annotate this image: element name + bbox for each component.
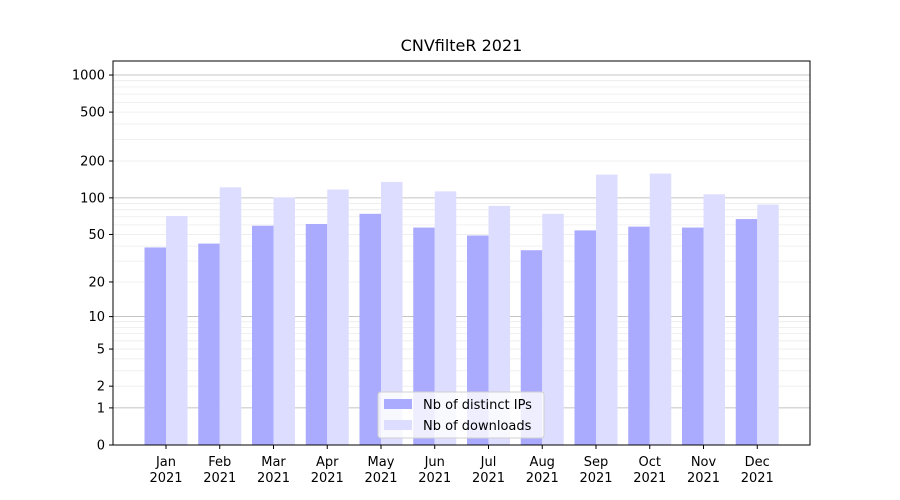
legend-swatch (384, 399, 412, 409)
bar-downloads (381, 181, 403, 445)
legend-swatch (384, 420, 412, 430)
bar-distinct-ips (574, 230, 596, 445)
x-tick-label: Jul 2021 (472, 455, 505, 486)
y-tick-label: 1000 (72, 69, 105, 84)
y-tick-label: 50 (88, 228, 105, 243)
legend-label: Nb of downloads (423, 419, 532, 434)
bar-distinct-ips (413, 227, 435, 445)
y-tick-label: 5 (97, 343, 105, 358)
bar-distinct-ips (682, 227, 704, 445)
x-tick-label: Aug 2021 (526, 455, 559, 486)
x-tick-label: Oct 2021 (633, 455, 666, 486)
y-tick-label: 20 (88, 275, 105, 290)
legend-box (377, 391, 545, 439)
y-tick-label: 0 (97, 439, 105, 454)
y-tick-label: 500 (80, 106, 105, 121)
bar-downloads (166, 215, 188, 445)
bar-downloads (327, 189, 349, 445)
x-tick-label: Nov 2021 (687, 455, 720, 486)
bar-downloads (703, 194, 725, 445)
y-tick-label: 2 (97, 380, 105, 395)
y-tick-label: 10 (88, 310, 105, 325)
bar-distinct-ips (198, 243, 220, 445)
x-tick-label: Mar 2021 (257, 455, 290, 486)
bar-downloads (542, 213, 564, 445)
chart-title: CNVfilteR 2021 (401, 36, 523, 55)
x-tick-label: Dec 2021 (741, 455, 774, 486)
legend: Nb of distinct IPs Nb of downloads (377, 391, 545, 439)
bar-downloads (273, 197, 295, 445)
legend-label: Nb of distinct IPs (423, 398, 532, 413)
x-tick-label: Jun 2021 (418, 455, 451, 486)
bar-downloads (434, 191, 457, 445)
bar-downloads (649, 173, 672, 445)
x-tick-label: Jan 2021 (149, 455, 182, 486)
x-tick-label: Feb 2021 (203, 455, 236, 486)
x-tick-label: Apr 2021 (311, 455, 344, 486)
bar-distinct-ips (144, 247, 166, 445)
bar-distinct-ips (628, 226, 650, 445)
x-axis: Jan 2021 Feb 2021 Mar 2021 Apr 2021 May 2021 Jun 20… (149, 445, 774, 486)
y-tick-label: 200 (80, 155, 105, 170)
y-axis: 0 1 2 5 10 20 50 100 200 500 1000 (72, 69, 113, 454)
bar-downloads (219, 187, 242, 445)
bar-distinct-ips (359, 213, 381, 445)
bar-downloads (488, 205, 510, 445)
bar-distinct-ips (305, 223, 328, 445)
bar-distinct-ips (735, 219, 758, 445)
x-tick-label: Sep 2021 (579, 455, 612, 486)
y-tick-label: 100 (80, 191, 105, 206)
bar-downloads (757, 204, 779, 445)
bar-distinct-ips (252, 225, 274, 445)
plot-frame (112, 60, 811, 446)
bar-downloads (596, 174, 618, 445)
y-tick-label: 1 (97, 401, 105, 416)
x-tick-label: May 2021 (364, 455, 397, 486)
